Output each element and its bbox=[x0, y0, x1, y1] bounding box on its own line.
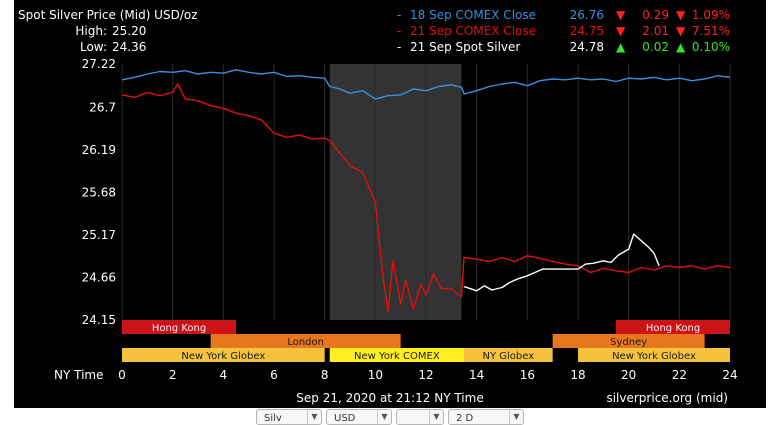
y-tick-label: 26.7 bbox=[89, 100, 116, 114]
currency-select[interactable]: USD ▼ bbox=[326, 409, 392, 425]
session-label: Sydney bbox=[610, 337, 647, 348]
x-tick-label: 4 bbox=[220, 368, 228, 382]
range-select[interactable]: 2 D ▼ bbox=[448, 409, 524, 425]
triangle-down-icon: ▼ bbox=[676, 8, 686, 22]
low-value: 24.36 bbox=[112, 40, 146, 54]
y-tick-label: 24.66 bbox=[82, 270, 116, 284]
high-label: High: bbox=[75, 24, 107, 38]
currency-select-value: USD bbox=[334, 413, 356, 424]
chart-panel: Hong Kong Hong Kong London Sydney New York G… bbox=[14, 0, 766, 408]
session-bar bbox=[578, 348, 730, 362]
legend-change: 2.01 bbox=[642, 24, 669, 38]
legend-dash: - bbox=[397, 40, 401, 54]
y-tick-label: 25.68 bbox=[82, 185, 116, 199]
session-label: Hong Kong bbox=[646, 323, 700, 334]
legend-price: 24.78 bbox=[570, 40, 604, 54]
y-tick-label: 27.22 bbox=[82, 57, 116, 71]
metal-select[interactable]: Silv ▼ bbox=[256, 409, 322, 425]
x-tick-label: 12 bbox=[418, 368, 433, 382]
session-label: NY Globex bbox=[483, 351, 535, 362]
high-value: 25.20 bbox=[112, 24, 146, 38]
triangle-up-icon: ▲ bbox=[616, 40, 626, 54]
session-bar bbox=[552, 334, 705, 348]
session-bar bbox=[122, 348, 325, 362]
x-axis-label: NY Time bbox=[54, 368, 104, 382]
session-label: New York Globex bbox=[181, 351, 265, 362]
session-bar bbox=[329, 348, 464, 362]
y-tick-label: 24.15 bbox=[82, 313, 116, 327]
unit-select[interactable]: ▼ bbox=[396, 409, 444, 425]
timestamp: Sep 21, 2020 at 21:12 NY Time bbox=[296, 391, 483, 405]
legend-percent: 0.10% bbox=[692, 40, 730, 54]
x-tick-label: 0 bbox=[118, 368, 126, 382]
legend-price: 26.76 bbox=[570, 8, 604, 22]
session-label: Hong Kong bbox=[152, 323, 206, 334]
chevron-down-icon: ▼ bbox=[307, 410, 321, 424]
legend-dash: - bbox=[397, 24, 401, 38]
triangle-down-icon: ▼ bbox=[676, 24, 686, 38]
legend-price: 24.75 bbox=[570, 24, 604, 38]
source-credit: silverprice.org (mid) bbox=[606, 391, 728, 405]
legend-change: 0.29 bbox=[642, 8, 669, 22]
x-tick-label: 20 bbox=[621, 368, 636, 382]
chevron-down-icon: ▼ bbox=[377, 410, 391, 424]
session-bar bbox=[616, 320, 730, 334]
x-tick-label: 8 bbox=[321, 368, 329, 382]
legend-name: 21 Sep COMEX Close bbox=[410, 24, 536, 38]
legend-name: 18 Sep COMEX Close bbox=[410, 8, 536, 22]
session-bar bbox=[122, 320, 236, 334]
session-bar bbox=[464, 348, 553, 362]
low-label: Low: bbox=[80, 40, 107, 54]
legend-percent: 1.09% bbox=[692, 8, 730, 22]
session-label: London bbox=[287, 337, 324, 348]
x-tick-label: 14 bbox=[469, 368, 484, 382]
series-line-3 bbox=[463, 233, 660, 292]
metal-select-value: Silv bbox=[264, 413, 282, 424]
triangle-down-icon: ▼ bbox=[616, 24, 626, 38]
session-label: New York COMEX bbox=[354, 351, 440, 362]
chevron-down-icon: ▼ bbox=[429, 410, 443, 424]
comex-session-shade bbox=[329, 64, 462, 320]
x-tick-label: 10 bbox=[368, 368, 383, 382]
series-line-1 bbox=[121, 69, 731, 100]
legend-percent: 7.51% bbox=[692, 24, 730, 38]
x-tick-label: 16 bbox=[520, 368, 535, 382]
chart-title: Spot Silver Price (Mid) USD/oz bbox=[18, 8, 198, 22]
legend-dash: - bbox=[397, 8, 401, 22]
legend-change: 0.02 bbox=[642, 40, 669, 54]
range-select-value: 2 D bbox=[456, 413, 474, 424]
x-tick-label: 6 bbox=[270, 368, 278, 382]
session-bar bbox=[210, 334, 401, 348]
legend-name: 21 Sep Spot Silver bbox=[410, 40, 520, 54]
triangle-down-icon: ▼ bbox=[616, 8, 626, 22]
x-tick-label: 24 bbox=[722, 368, 737, 382]
price-chart: Hong Kong Hong Kong London Sydney New York G… bbox=[18, 8, 738, 405]
x-tick-label: 18 bbox=[570, 368, 585, 382]
triangle-up-icon: ▲ bbox=[676, 40, 686, 54]
legend: -18 Sep COMEX Close 26.76 ▼ 0.29 ▼ 1.09%- 21 S… bbox=[397, 8, 730, 54]
chevron-down-icon: ▼ bbox=[509, 410, 523, 424]
x-tick-label: 22 bbox=[672, 368, 687, 382]
session-label: New York Globex bbox=[612, 351, 696, 362]
y-tick-label: 26.19 bbox=[82, 143, 116, 157]
x-tick-label: 2 bbox=[169, 368, 177, 382]
y-tick-label: 25.17 bbox=[82, 228, 116, 242]
series-line-2 bbox=[121, 83, 731, 313]
